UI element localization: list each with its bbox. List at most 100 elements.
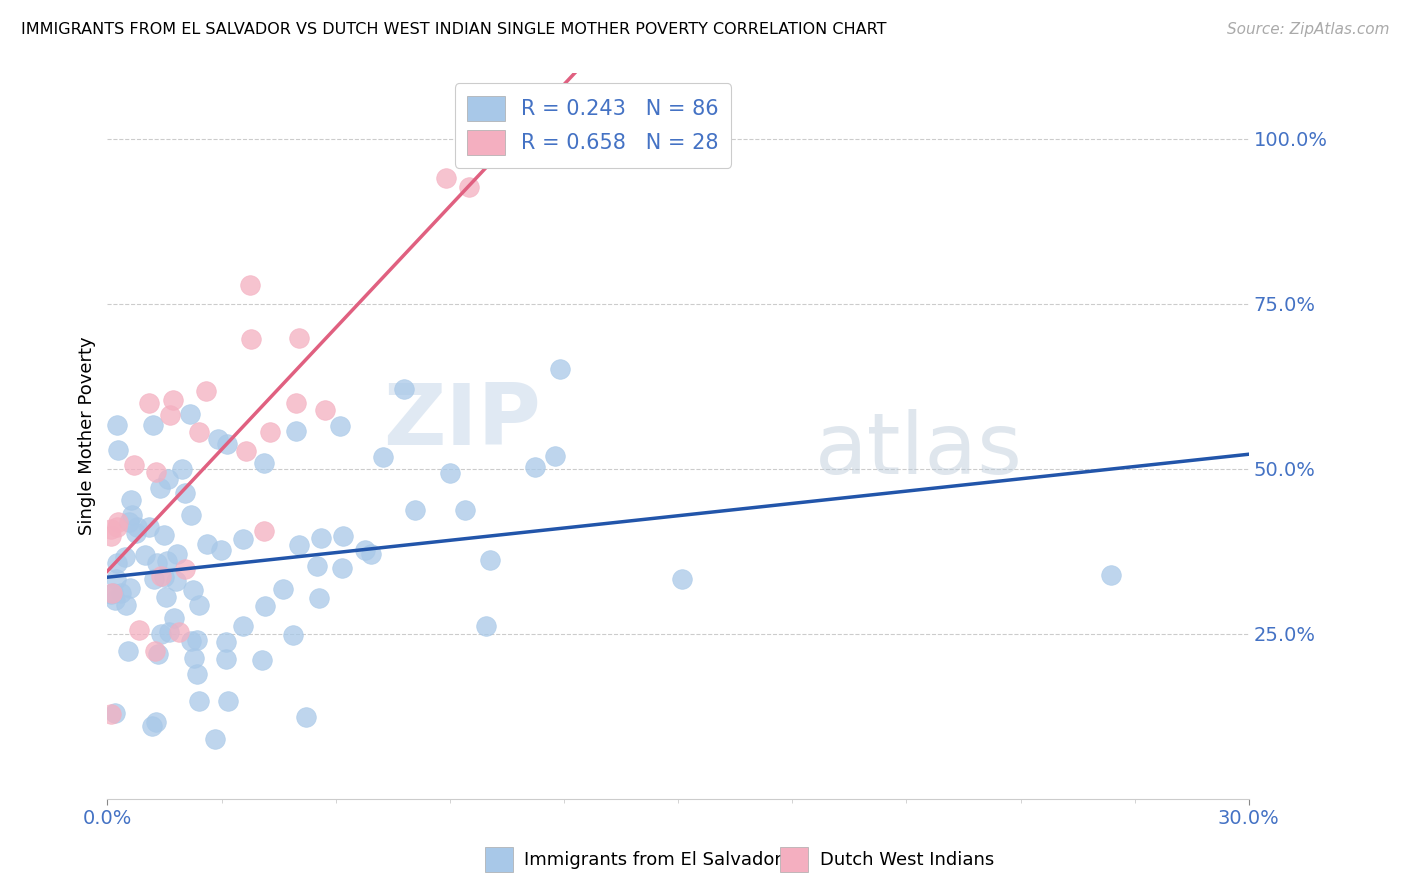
Point (186, 632, 208, 647)
Point (373, 450, 395, 465)
Point (454, 503, 477, 517)
Point (100, 587, 122, 601)
Point (239, 278, 262, 293)
Point (475, 619, 498, 633)
Point (156, 472, 179, 486)
Point (188, 599, 211, 613)
Point (120, 581, 142, 595)
Point (180, 634, 202, 648)
Point (217, 694, 239, 708)
Point (253, 524, 276, 538)
Point (283, 628, 305, 642)
Point (329, 419, 352, 434)
Point (121, 508, 143, 522)
Point (107, 442, 129, 457)
Point (149, 568, 172, 582)
Text: ZIP: ZIP (384, 380, 541, 463)
Point (125, 520, 148, 534)
Point (149, 481, 172, 495)
Point (142, 418, 165, 433)
Point (169, 624, 191, 639)
Point (360, 547, 382, 561)
Point (308, 591, 330, 605)
Y-axis label: Single Mother Poverty: Single Mother Poverty (79, 336, 96, 535)
Point (142, 573, 165, 587)
Point (100, 529, 122, 543)
Point (174, 486, 197, 500)
Point (159, 408, 181, 422)
Text: Source: ZipAtlas.com: Source: ZipAtlas.com (1226, 22, 1389, 37)
Text: atlas: atlas (815, 409, 1024, 491)
Point (309, 532, 332, 546)
Point (1099, 567, 1122, 582)
Point (117, 644, 139, 658)
Point (523, 459, 546, 474)
Point (107, 417, 129, 432)
Point (354, 543, 377, 558)
Point (215, 652, 238, 666)
Point (195, 537, 218, 551)
Point (550, 362, 572, 376)
Point (332, 529, 354, 543)
Point (149, 626, 172, 640)
Point (217, 437, 239, 451)
Point (284, 424, 307, 438)
Point (141, 719, 163, 733)
Point (146, 648, 169, 662)
Point (165, 574, 187, 588)
Point (155, 591, 177, 605)
Point (204, 732, 226, 747)
Point (180, 508, 202, 522)
Point (295, 710, 318, 724)
Point (253, 599, 276, 613)
Point (162, 392, 184, 407)
Point (671, 572, 693, 586)
Point (105, 556, 128, 570)
Point (434, 170, 457, 185)
Text: IMMIGRANTS FROM EL SALVADOR VS DUTCH WEST INDIAN SINGLE MOTHER POVERTY CORRELATI: IMMIGRANTS FROM EL SALVADOR VS DUTCH WES… (21, 22, 887, 37)
Point (231, 619, 253, 633)
Point (145, 644, 167, 658)
Point (107, 515, 129, 529)
Point (145, 465, 167, 479)
Point (157, 624, 180, 639)
Point (209, 542, 232, 557)
Point (101, 586, 124, 600)
Point (100, 522, 122, 536)
Point (110, 586, 132, 600)
Point (163, 610, 186, 624)
Point (271, 582, 294, 596)
Text: Dutch West Indians: Dutch West Indians (820, 851, 994, 869)
Point (392, 382, 415, 396)
Point (152, 528, 174, 542)
Point (183, 582, 205, 597)
Point (439, 467, 461, 481)
Point (252, 653, 274, 667)
Point (120, 493, 142, 508)
Point (235, 444, 257, 458)
Point (194, 384, 217, 399)
Point (544, 449, 567, 463)
Point (314, 403, 336, 417)
Point (285, 396, 308, 410)
Point (170, 462, 193, 476)
Point (186, 667, 208, 681)
Point (104, 592, 127, 607)
Point (114, 599, 136, 613)
Point (188, 425, 211, 440)
Point (101, 586, 124, 600)
Point (156, 554, 179, 568)
Point (259, 425, 281, 439)
Point (404, 503, 426, 517)
Point (232, 532, 254, 546)
Point (134, 548, 156, 562)
Point (104, 706, 127, 721)
Text: Immigrants from El Salvador: Immigrants from El Salvador (524, 851, 782, 869)
Legend: R = 0.243   N = 86, R = 0.658   N = 28: R = 0.243 N = 86, R = 0.658 N = 28 (454, 83, 731, 168)
Point (166, 547, 188, 561)
Point (138, 520, 160, 534)
Point (124, 525, 146, 540)
Point (479, 553, 502, 567)
Point (457, 179, 479, 194)
Point (305, 559, 328, 574)
